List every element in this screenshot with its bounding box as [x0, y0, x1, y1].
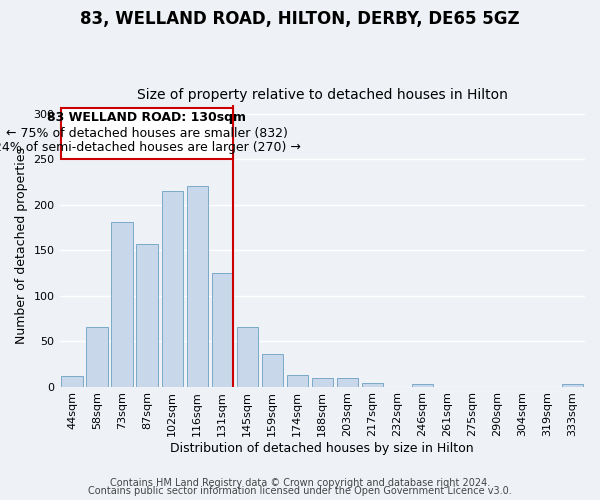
Bar [161, 191, 183, 386]
Bar [136, 244, 158, 386]
Bar [112, 222, 133, 386]
X-axis label: Distribution of detached houses by size in Hilton: Distribution of detached houses by size … [170, 442, 474, 455]
Title: Size of property relative to detached houses in Hilton: Size of property relative to detached ho… [137, 88, 508, 102]
Bar [412, 384, 433, 386]
Bar [337, 378, 358, 386]
Bar [562, 384, 583, 386]
Bar [187, 186, 208, 386]
FancyBboxPatch shape [61, 108, 233, 159]
Text: 83 WELLAND ROAD: 130sqm: 83 WELLAND ROAD: 130sqm [47, 111, 247, 124]
Bar [311, 378, 333, 386]
Text: 24% of semi-detached houses are larger (270) →: 24% of semi-detached houses are larger (… [0, 140, 301, 153]
Text: Contains public sector information licensed under the Open Government Licence v3: Contains public sector information licen… [88, 486, 512, 496]
Text: 83, WELLAND ROAD, HILTON, DERBY, DE65 5GZ: 83, WELLAND ROAD, HILTON, DERBY, DE65 5G… [80, 10, 520, 28]
Bar [262, 354, 283, 386]
Bar [236, 328, 258, 386]
Bar [362, 383, 383, 386]
Bar [86, 328, 108, 386]
Bar [61, 376, 83, 386]
Bar [212, 273, 233, 386]
Y-axis label: Number of detached properties: Number of detached properties [15, 147, 28, 344]
Text: ← 75% of detached houses are smaller (832): ← 75% of detached houses are smaller (83… [6, 126, 288, 140]
Bar [287, 375, 308, 386]
Text: Contains HM Land Registry data © Crown copyright and database right 2024.: Contains HM Land Registry data © Crown c… [110, 478, 490, 488]
